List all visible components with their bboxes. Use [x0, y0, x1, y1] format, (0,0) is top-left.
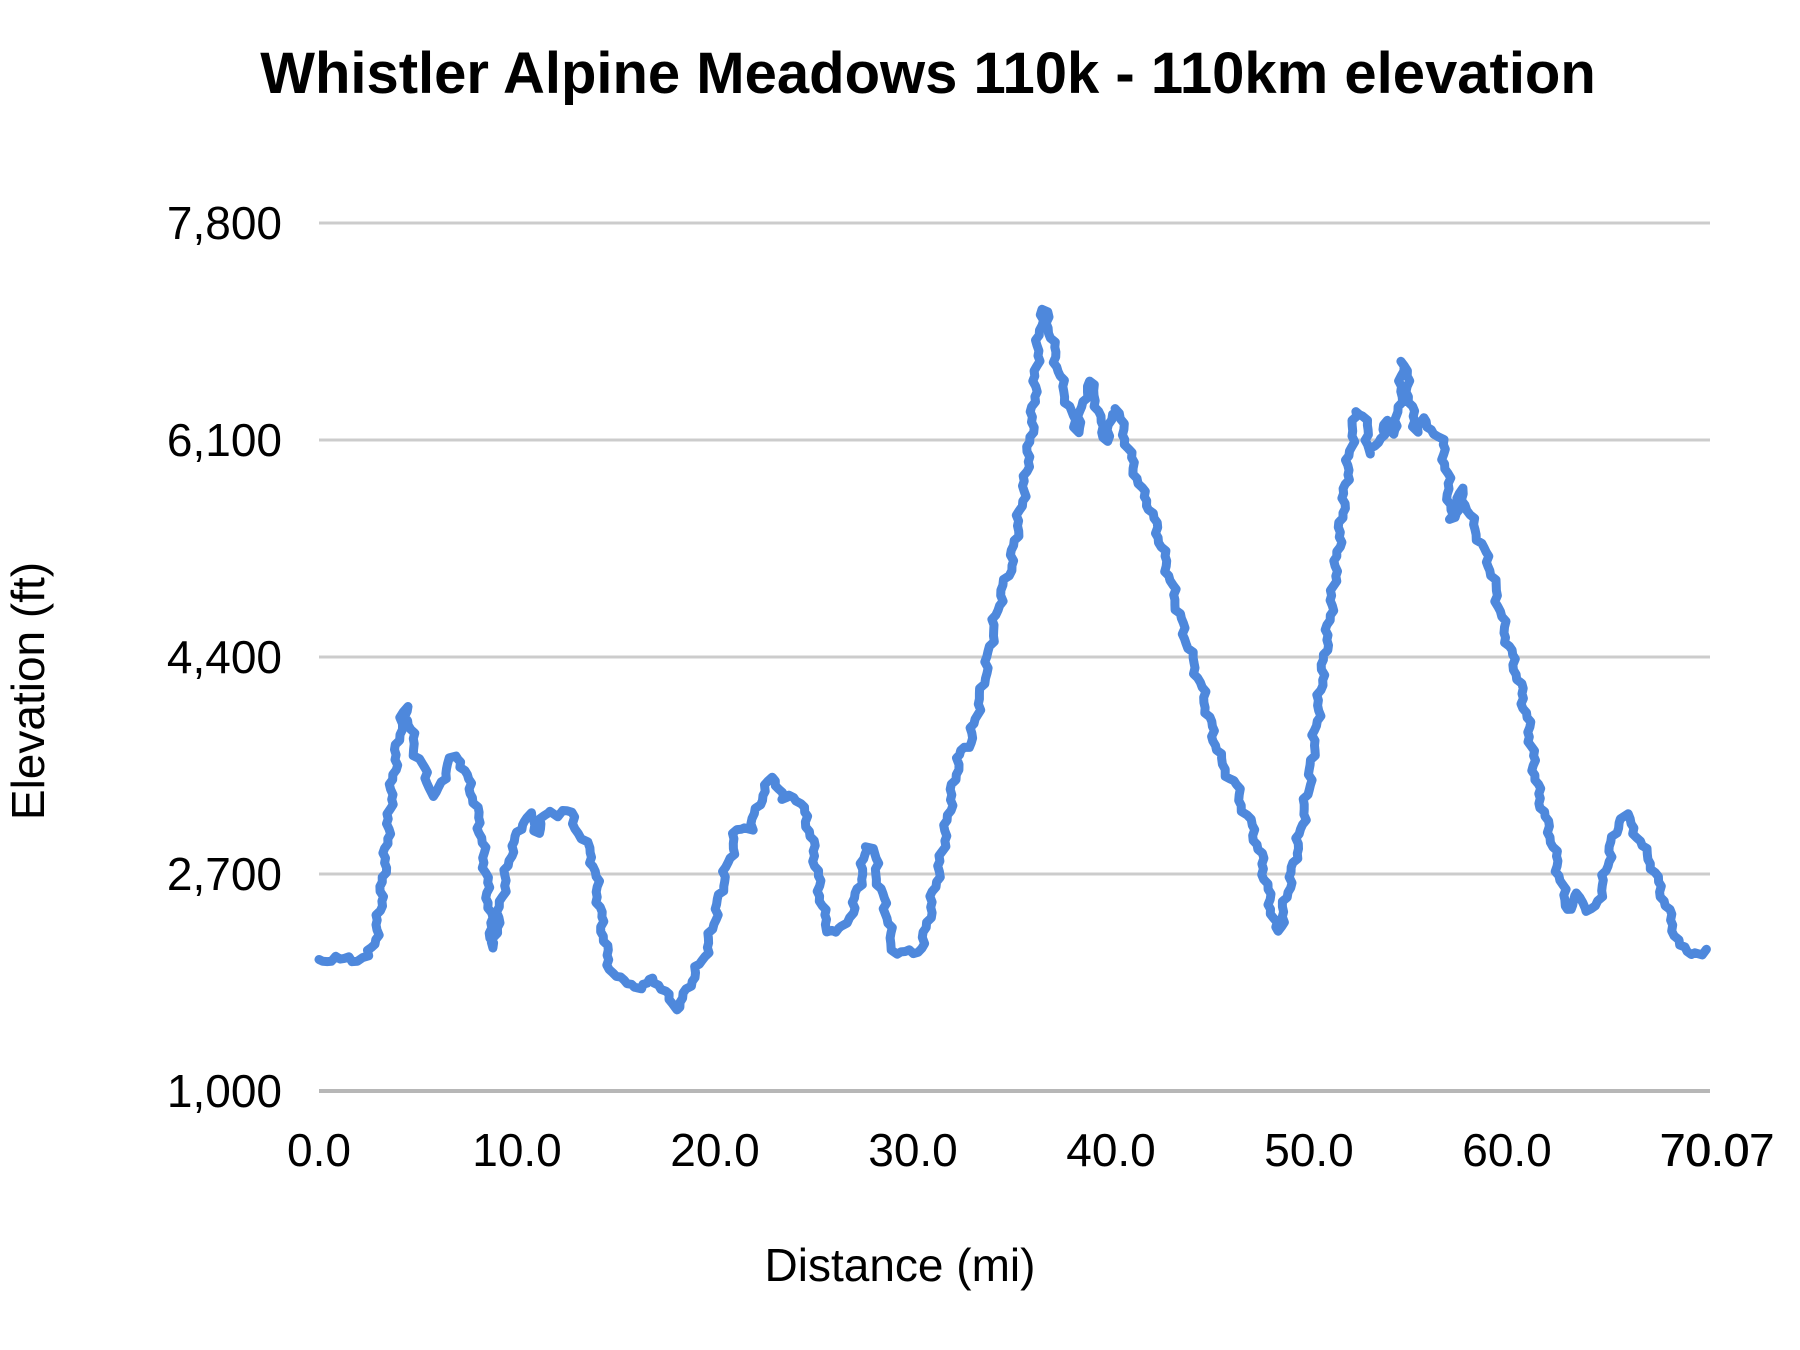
- y-tick-label: 1,000: [166, 1065, 282, 1117]
- x-tick-label: 20.0: [670, 1124, 760, 1176]
- y-tick-label: 7,800: [166, 197, 282, 249]
- x-tick-label: 70.07: [1659, 1124, 1775, 1176]
- x-tick-label: 30.0: [868, 1124, 958, 1176]
- x-axis-title: Distance (mi): [764, 1239, 1036, 1291]
- x-tick-label: 50.0: [1264, 1124, 1354, 1176]
- y-tick-label: 2,700: [166, 848, 282, 900]
- chart-title: Whistler Alpine Meadows 110k - 110km ele…: [260, 41, 1596, 106]
- elevation-series-line: [314, 304, 1711, 1015]
- x-tick-label: 40.0: [1066, 1124, 1156, 1176]
- x-tick-label: 10.0: [472, 1124, 562, 1176]
- y-tick-label: 4,400: [166, 631, 282, 683]
- x-tick-label: 0.0: [287, 1124, 351, 1176]
- x-tick-label: 70.0: [1660, 1124, 1750, 1176]
- x-tick-label: 60.0: [1462, 1124, 1552, 1176]
- y-tick-label: 6,100: [166, 414, 282, 466]
